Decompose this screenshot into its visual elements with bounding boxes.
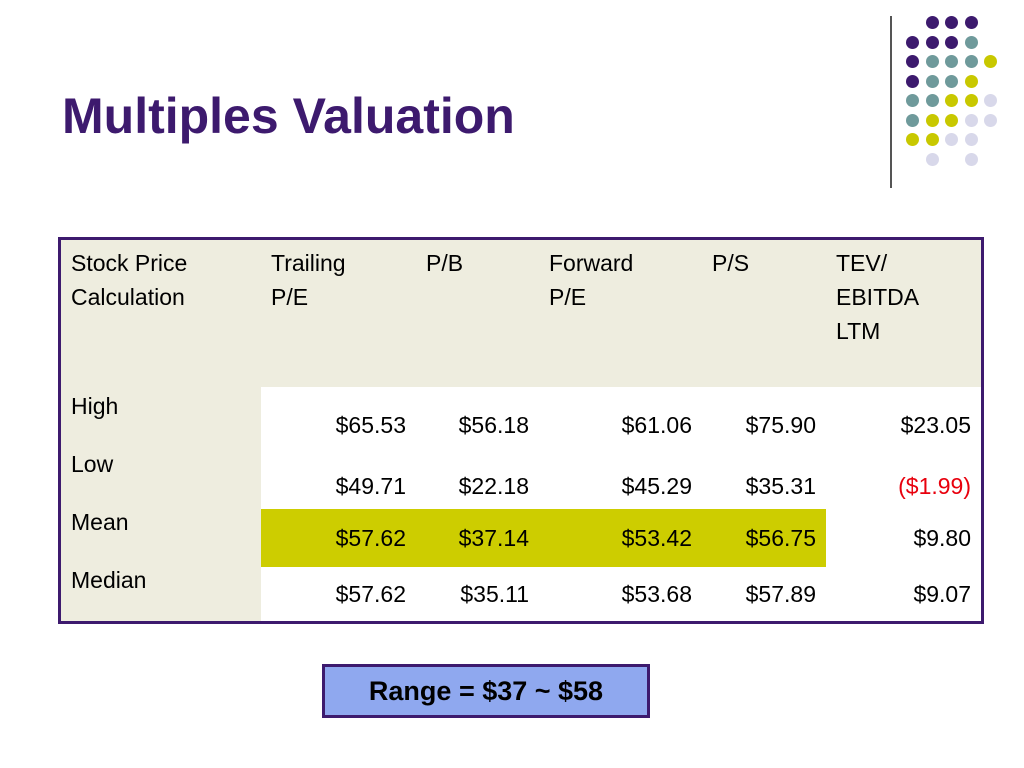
decorative-dot	[964, 152, 978, 166]
decorative-dot	[925, 74, 939, 88]
decorative-dot	[984, 113, 997, 127]
page-title: Multiples Valuation	[62, 88, 515, 144]
cell-low-ps: $35.31	[745, 473, 816, 499]
cell-median-forward-pe: $53.68	[621, 581, 692, 607]
divider-line	[890, 16, 892, 188]
decorative-dot	[945, 74, 958, 88]
cell-mean-tev-ebitda: $9.80	[913, 525, 971, 551]
decorative-dot	[964, 74, 978, 88]
cell-high-tev-ebitda: $23.05	[900, 412, 971, 438]
decorative-dot	[925, 55, 939, 68]
cell-mean-trailing-pe: $57.62	[261, 509, 416, 567]
decorative-dot	[925, 133, 939, 146]
cell-median-pb: $35.11	[460, 581, 529, 607]
decorative-dot	[945, 16, 958, 29]
cell-high-trailing-pe: $65.53	[335, 412, 406, 438]
decorative-dot	[964, 113, 978, 127]
valuation-table: Stock Price Calculation Trailing P/E P/B…	[58, 237, 984, 624]
decorative-dot	[945, 35, 958, 49]
header-tev-ebitda-ltm: TEV/ EBITDA LTM	[826, 240, 981, 387]
cell-low-tev-ebitda: ($1.99)	[898, 473, 971, 499]
decorative-dot	[925, 94, 939, 107]
decorative-dot	[906, 113, 919, 127]
header-stock-price-calculation: Stock Price Calculation	[61, 240, 261, 387]
decorative-dot	[925, 113, 939, 127]
row-label-low: Low	[61, 445, 261, 503]
decorative-dot	[945, 113, 958, 127]
header-pb: P/B	[416, 240, 539, 387]
decorative-dot	[906, 74, 919, 88]
cell-low-forward-pe: $45.29	[621, 473, 692, 499]
cell-low-pb: $22.18	[458, 473, 529, 499]
decorative-dot	[964, 55, 978, 68]
decorative-dot	[906, 55, 919, 68]
cell-mean-pb: $37.14	[416, 509, 539, 567]
decorative-dot	[964, 133, 978, 146]
decorative-dot	[925, 152, 939, 166]
decorative-dot	[906, 94, 919, 107]
dot-grid-decoration	[900, 10, 1020, 180]
decorative-dot	[964, 16, 978, 29]
range-text: Range = $37 ~ $58	[368, 675, 604, 706]
cell-high-ps: $75.90	[745, 412, 816, 438]
decorative-dot	[945, 55, 958, 68]
decorative-dot	[925, 35, 939, 49]
cell-low-trailing-pe: $49.71	[335, 473, 406, 499]
cell-mean-forward-pe: $53.42	[539, 509, 702, 567]
decorative-dot	[945, 94, 958, 107]
range-box: Range = $37 ~ $58	[322, 664, 650, 718]
header-forward-pe: Forward P/E	[539, 240, 702, 387]
row-label-median: Median	[61, 561, 261, 621]
row-label-mean: Mean	[61, 503, 261, 561]
decorative-dot	[925, 16, 939, 29]
decorative-dot	[984, 55, 997, 68]
decorative-dot	[964, 94, 978, 107]
header-trailing-pe: Trailing P/E	[261, 240, 416, 387]
cell-high-pb: $56.18	[458, 412, 529, 438]
decorative-dot	[945, 133, 958, 146]
cell-median-ps: $57.89	[745, 581, 816, 607]
header-ps: P/S	[702, 240, 826, 387]
decorative-dot	[984, 94, 997, 107]
row-label-high: High	[61, 387, 261, 445]
cell-high-forward-pe: $61.06	[621, 412, 692, 438]
cell-median-trailing-pe: $57.62	[335, 581, 406, 607]
decorative-dot	[906, 35, 919, 49]
decorative-dot	[906, 133, 919, 146]
cell-mean-ps: $56.75	[702, 509, 826, 567]
cell-median-tev-ebitda: $9.07	[913, 581, 971, 607]
decorative-dot	[964, 35, 978, 49]
